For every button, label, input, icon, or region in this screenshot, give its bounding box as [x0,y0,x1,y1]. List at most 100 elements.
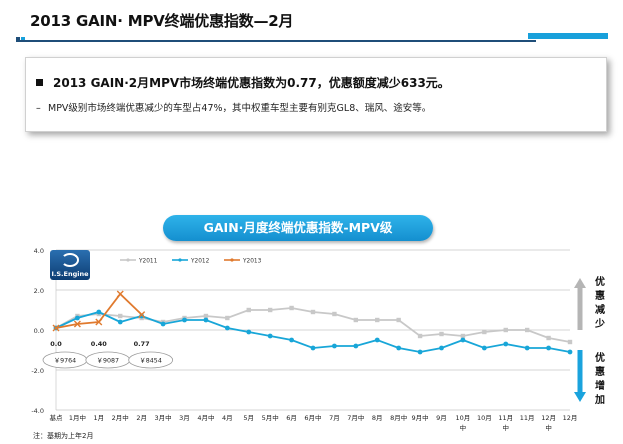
chart-title: GAIN·月度终端优惠指数-MPV级 [163,215,433,241]
title-square-decoration [21,37,25,41]
data-point [332,311,337,317]
bullet-icon [36,79,43,86]
title-rule-accent [528,33,608,39]
data-point [503,341,509,347]
data-point [203,317,209,323]
x-tick-label: 9月中 [412,413,429,422]
x-tick-label: 7月中 [347,413,364,422]
page-title: 2013 GAIN· MPV终端优惠指数—2月 [30,12,294,30]
data-point [138,311,146,319]
x-tick-label: 基点 [50,413,64,422]
data-point [375,317,380,323]
data-point [289,305,294,311]
summary-headline-row: 2013 GAIN·2月MPV市场终端优惠指数为0.77，优惠额度减少633元。 [36,74,450,91]
x-tick-label: 11月 [520,414,535,422]
data-point [95,318,103,326]
x-tick-label: 3月中 [155,413,172,422]
x-tick-label: 4月 [222,414,233,422]
x-tick-label: 6月中 [304,413,321,422]
data-point [246,307,251,313]
data-point [524,345,530,351]
data-point [267,307,273,313]
data-point [546,335,551,341]
y-tick-label: 0.0 [34,327,44,335]
is-engine-logo: I.S.Engine [50,250,90,280]
data-point [310,345,316,351]
point-label: 0.77 [134,340,150,348]
legend-label: Y2011 [138,259,158,265]
arrow-up-icon [574,278,586,330]
x-tick-label: 11月 [498,414,513,422]
callout-label: ￥8454 [140,357,162,365]
data-point [546,345,551,351]
point-label: 0.0 [50,340,62,348]
x-tick-label: 6月 [286,414,297,422]
swirl-logo-icon [61,253,79,267]
title-square-decoration [16,37,20,41]
line-chart: 4.0 2.0 0.0 -2.0 -4.0 基点 1月中 1月 2月中 2月 3月中 3月 4月中 4月 5… [31,247,577,432]
x-tick-label: 10月 [456,414,471,422]
data-point [503,327,508,333]
data-point [289,337,294,343]
summary-detail-row: – MPV级别市场终端优惠减少的车型占47%，其中权重车型主要有别克GL8、瑞风、… [36,100,431,114]
data-point [439,345,444,351]
data-point [267,333,273,339]
data-point [182,317,187,323]
legend-marker [230,258,234,262]
data-point [353,343,359,349]
arrow-down-icon [574,350,586,402]
data-point [374,337,380,343]
data-point [225,315,230,321]
data-point [332,343,337,349]
x-tick-label: 8月 [372,414,383,422]
footnote: 注：基期为上年2月 [33,432,94,440]
data-point [460,337,466,343]
data-point [75,315,80,321]
side-label-up: 优惠减少 [595,277,605,330]
x-tick-label-suffix: 中 [545,423,552,432]
x-tick-label: 8月中 [390,413,407,422]
x-tick-label-suffix: 中 [460,423,467,432]
data-point [116,290,124,298]
data-point [396,345,402,351]
x-tick-label: 5月 [243,414,254,422]
data-point [417,333,423,339]
summary-headline: 2013 GAIN·2月MPV市场终端优惠指数为0.77，优惠额度减少633元。 [53,76,450,90]
data-point [160,321,166,327]
y-tick-label: 4.0 [34,247,44,255]
x-tick-label: 7月 [329,414,340,422]
data-point [396,317,401,323]
x-tick-label: 2月 [136,414,147,422]
callout-label: ￥9087 [97,357,119,365]
dash-bullet-icon: – [36,103,41,114]
data-point [353,317,359,323]
data-point [439,331,444,337]
data-point [524,327,530,333]
y-tick-label: -4.0 [31,407,44,415]
data-point [417,349,423,355]
x-tick-label: 1月中 [69,413,86,422]
data-point [118,313,123,319]
x-tick-label: 3月 [179,414,190,422]
data-point [482,329,487,335]
x-tick-label: 9月 [436,414,447,422]
title-rule [16,40,536,42]
data-point [117,319,123,325]
data-point [246,329,252,335]
x-tick-label: 1月 [94,414,105,422]
title-bar: 2013 GAIN· MPV终端优惠指数—2月 [0,0,623,44]
x-tick-label: 10月 [477,414,492,422]
data-point [203,313,209,319]
x-tick-label: 12月 [541,414,556,422]
legend-label: Y2013 [242,259,262,265]
data-point [567,349,573,355]
data-point [96,309,102,315]
x-tick-label: 4月中 [197,413,214,422]
data-point [139,313,145,319]
legend-marker [178,258,182,262]
point-label: 0.40 [91,340,108,348]
callout-bubble [128,351,174,369]
legend-marker [126,258,130,262]
x-tick-label-suffix: 中 [503,423,510,432]
x-tick-label: 2月中 [112,413,129,422]
